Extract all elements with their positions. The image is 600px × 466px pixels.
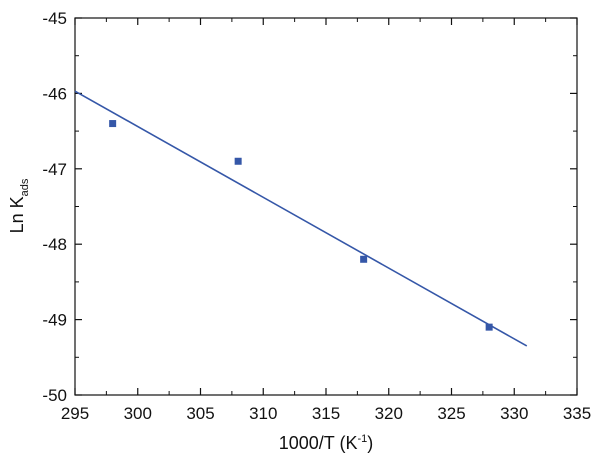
y-tick-label: -48 xyxy=(42,235,67,254)
x-tick-label: 295 xyxy=(61,404,89,423)
y-tick-label: -46 xyxy=(42,84,67,103)
x-tick-label: 305 xyxy=(186,404,214,423)
x-axis-label-sup: -1 xyxy=(357,433,367,445)
fit-line xyxy=(74,90,528,347)
plot-frame xyxy=(74,17,578,396)
x-tick-label: 330 xyxy=(500,404,528,423)
x-tick-label: 325 xyxy=(437,404,465,423)
x-axis-label-text: 1000/T (K xyxy=(279,433,358,453)
y-axis-ticks: -50 -49 -48 -47 -46 -45 xyxy=(42,9,577,405)
y-axis-label: Ln Kads xyxy=(7,178,31,233)
y-tick-label: -50 xyxy=(42,386,67,405)
x-tick-label: 300 xyxy=(124,404,152,423)
x-tick-label: 315 xyxy=(312,404,340,423)
data-point xyxy=(234,157,242,165)
x-axis-ticks: 295 300 305 310 315 320 325 330 335 xyxy=(61,18,591,423)
y-axis-label-text: Ln K xyxy=(7,196,27,233)
y-tick-label: -45 xyxy=(42,9,67,28)
y-tick-label: -47 xyxy=(42,160,67,179)
x-axis-label: 1000/T (K-1) xyxy=(279,433,374,453)
y-axis-label-sub: ads xyxy=(19,178,31,196)
data-point xyxy=(360,255,368,263)
x-axis-label-suffix: ) xyxy=(367,433,373,453)
series-layer xyxy=(74,90,528,347)
x-tick-label: 320 xyxy=(375,404,403,423)
data-point xyxy=(109,120,117,128)
y-tick-label: -49 xyxy=(42,311,67,330)
x-tick-label: 335 xyxy=(563,404,591,423)
x-tick-label: 310 xyxy=(249,404,277,423)
data-point xyxy=(485,323,493,331)
